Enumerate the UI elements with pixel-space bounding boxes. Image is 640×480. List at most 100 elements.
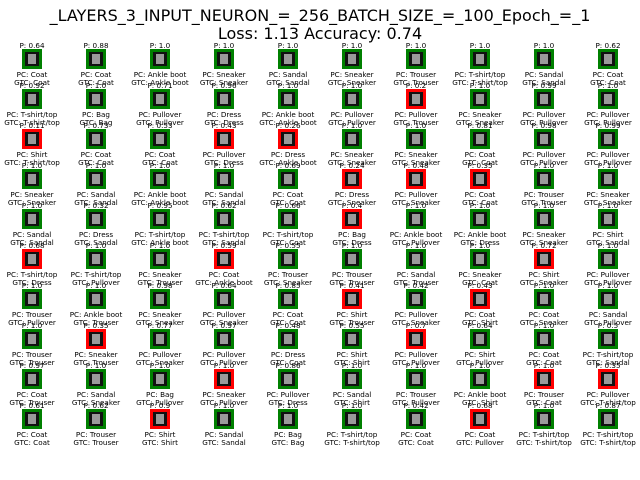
garment-glyph: [28, 94, 36, 104]
predicted-class-label: PC: Coat: [16, 430, 48, 439]
sample-image-thumbnail: [534, 209, 554, 229]
probability-label: P: 1.0: [597, 201, 619, 210]
grid-cell: P: 0.42 PC: Pullover GTC: Sneaker: [384, 282, 448, 328]
ground-truth-class-label: GTC: Trouser: [521, 198, 567, 207]
predicted-class-label: PC: Sandal: [76, 390, 116, 399]
predicted-class-label: PC: Sneaker: [74, 350, 118, 359]
predicted-class-label: PC: Sneaker: [202, 70, 246, 79]
sample-image-thumbnail: [598, 129, 618, 149]
ground-truth-class-label: GTC: Sneaker: [327, 158, 377, 167]
probability-label: P: 1.0: [277, 41, 299, 50]
probability-label: P: 1.0: [85, 281, 107, 290]
sample-image-thumbnail: [406, 289, 426, 309]
garment-glyph: [348, 54, 356, 64]
sample-image-thumbnail: [278, 289, 298, 309]
sample-image-thumbnail: [342, 209, 362, 229]
probability-label: P: 1.0: [85, 161, 107, 170]
ground-truth-class-label: GTC: Shirt: [462, 318, 498, 327]
sample-image-thumbnail: [342, 249, 362, 269]
sample-image-thumbnail: [86, 409, 106, 429]
ground-truth-class-label: GTC: T-shirt/top: [4, 118, 60, 127]
probability-label: P: 0.99: [531, 81, 557, 90]
probability-label: P: 1.0: [597, 161, 619, 170]
ground-truth-class-label: GTC: Sneaker: [199, 78, 249, 87]
grid-cell: P: 0.64 PC: Shirt GTC: Pullover: [448, 322, 512, 368]
ground-truth-class-label: GTC: Coat: [462, 198, 498, 207]
predicted-class-label: PC: Ankle boot: [133, 190, 187, 199]
probability-label: P: 1.0: [533, 161, 555, 170]
sample-image-thumbnail: [278, 89, 298, 109]
probability-label: P: 1.0: [533, 41, 555, 50]
predicted-class-label: PC: Trouser: [523, 190, 565, 199]
garment-glyph: [540, 334, 548, 344]
predicted-class-label: PC: T-shirt/top: [6, 110, 58, 119]
predicted-class-label: PC: Coat: [464, 150, 496, 159]
predicted-class-label: PC: Pullover: [394, 190, 438, 199]
sample-image-thumbnail: [278, 409, 298, 429]
probability-label: P: 0.86: [275, 361, 301, 370]
predicted-class-label: PC: Coat: [272, 190, 304, 199]
grid-cell: P: 0.62 PC: T-shirt/top GTC: Sandal: [192, 202, 256, 248]
predicted-class-label: PC: Bag: [82, 110, 110, 119]
grid-cell: P: 1.0 PC: Sneaker GTC: Trouser: [128, 242, 192, 288]
ground-truth-class-label: GTC: T-shirt/top: [580, 398, 636, 407]
predicted-class-label: PC: Pullover: [202, 310, 246, 319]
grid-cell: P: 1.0 PC: Bag GTC: Bag: [256, 402, 320, 448]
sample-image-thumbnail: [342, 409, 362, 429]
garment-glyph: [92, 334, 100, 344]
predicted-class-label: PC: Trouser: [331, 270, 373, 279]
sample-image-thumbnail: [342, 329, 362, 349]
garment-glyph: [348, 94, 356, 104]
sample-image-thumbnail: [598, 409, 618, 429]
predicted-class-label: PC: Sneaker: [202, 390, 246, 399]
probability-label: P: 0.71: [147, 81, 173, 90]
ground-truth-class-label: GTC: Sneaker: [583, 198, 633, 207]
garment-glyph: [348, 374, 356, 384]
garment-glyph: [28, 54, 36, 64]
garment-glyph: [604, 294, 612, 304]
garment-glyph: [476, 94, 484, 104]
ground-truth-class-label: GTC: Coat: [462, 158, 498, 167]
ground-truth-class-label: GTC: Coat: [14, 78, 50, 87]
grid-cell: P: 1.0 PC: Ankle boot GTC: Trouser: [64, 282, 128, 328]
predicted-class-label: PC: Sneaker: [522, 230, 566, 239]
sample-image-thumbnail: [598, 369, 618, 389]
garment-glyph: [604, 374, 612, 384]
grid-cell: P: 1.0 PC: Ankle boot GTC: Shirt: [448, 362, 512, 408]
probability-label: P: 1.0: [149, 361, 171, 370]
sample-image-thumbnail: [86, 249, 106, 269]
garment-glyph: [540, 214, 548, 224]
ground-truth-class-label: GTC: Dress: [12, 278, 52, 287]
ground-truth-class-label: GTC: Sneaker: [263, 278, 313, 287]
sample-image-thumbnail: [278, 329, 298, 349]
probability-label: P: 0.42: [403, 281, 429, 290]
grid-cell: P: 0.35 PC: Coat GTC: Coat: [448, 162, 512, 208]
grid-cell: P: 1.0 PC: Pullover GTC: Pullover: [576, 242, 640, 288]
garment-glyph: [412, 54, 420, 64]
grid-cell: P: 1.0 PC: Pullover GTC: Pullover: [576, 82, 640, 128]
grid-cell: P: 1.0 PC: Sandal GTC: Sandal: [0, 202, 64, 248]
garment-glyph: [28, 414, 36, 424]
garment-glyph: [412, 334, 420, 344]
ground-truth-class-label: GTC: Pullover: [584, 118, 632, 127]
grid-cell: P: 1.0 PC: Sneaker GTC: Sneaker: [320, 122, 384, 168]
sample-image-thumbnail: [278, 369, 298, 389]
grid-cell: P: 1.0 PC: Bag GTC: Pullover: [128, 362, 192, 408]
predicted-class-label: PC: T-shirt/top: [6, 270, 58, 279]
probability-label: P: 1.0: [21, 161, 43, 170]
predicted-class-label: PC: Pullover: [586, 390, 630, 399]
probability-label: P: 0.98: [531, 121, 557, 130]
garment-glyph: [412, 214, 420, 224]
garment-glyph: [220, 294, 228, 304]
sample-image-thumbnail: [150, 329, 170, 349]
garment-glyph: [476, 134, 484, 144]
probability-label: P: 1.0: [341, 121, 363, 130]
predicted-class-label: PC: Sneaker: [330, 150, 374, 159]
ground-truth-class-label: GTC: T-shirt/top: [580, 438, 636, 447]
grid-cell: P: 1.0 PC: Ankle boot GTC: Ankle boot: [256, 82, 320, 128]
grid-cell: P: 1.0 PC: Sandal GTC: Shirt: [320, 362, 384, 408]
grid-cell: P: 0.61 PC: Coat GTC: Coat: [0, 402, 64, 448]
garment-glyph: [476, 294, 484, 304]
ground-truth-class-label: GTC: Coat: [78, 158, 114, 167]
sample-image-thumbnail: [86, 89, 106, 109]
